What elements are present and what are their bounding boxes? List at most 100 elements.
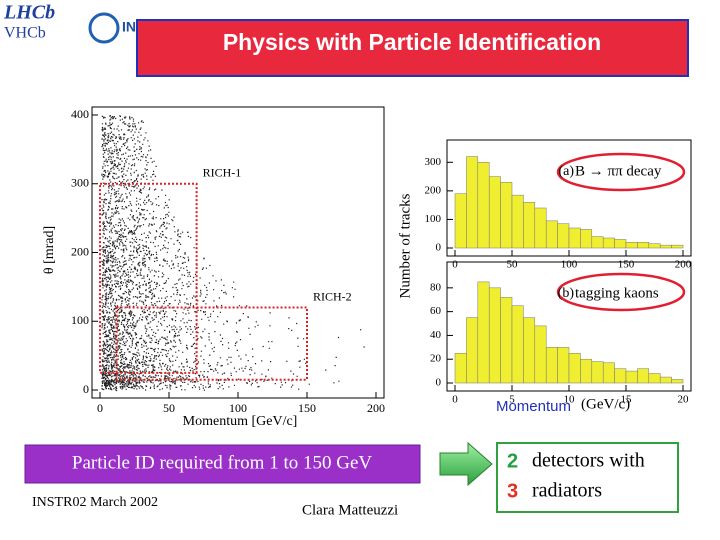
histogram-bar <box>591 361 604 384</box>
histogram-bar <box>477 281 490 384</box>
x-tick-label: 50 <box>163 401 175 415</box>
footer-left: INSTR02 March 2002 <box>32 495 158 510</box>
histogram-bar <box>466 317 479 384</box>
histogram-bar <box>568 227 581 249</box>
histogram-bar <box>523 317 536 384</box>
histogram-bar <box>454 193 467 249</box>
histogram-bar <box>671 244 684 249</box>
histogram-bar <box>534 325 547 384</box>
x-tick-label: 20 <box>678 394 690 406</box>
x-tick-label: 5 <box>509 394 515 406</box>
histogram-bar <box>602 362 615 384</box>
banner: Particle ID required from 1 to 150 GeV <box>72 452 372 473</box>
y-tick-label: 0 <box>436 242 442 254</box>
highlight-ellipse <box>556 272 686 312</box>
y-tick-label: 20 <box>430 353 442 365</box>
histogram-bar <box>625 242 638 249</box>
logo-lhcb-shadow: VHCb <box>4 25 46 42</box>
y-axis-label: Number of tracks <box>397 193 413 298</box>
histogram-bar <box>591 236 604 249</box>
histogram-bar <box>580 358 593 384</box>
chart-title: B → ππ decay <box>575 163 662 179</box>
histogram-bar <box>534 207 547 249</box>
y-tick-label: 100 <box>71 313 89 327</box>
y-tick-label: 200 <box>425 184 442 196</box>
histogram-bar <box>614 239 627 249</box>
x-tick-label: 10 <box>564 394 576 406</box>
histogram-bar <box>477 162 490 249</box>
x-tick-label: 200 <box>675 259 692 271</box>
x-axis-unit: (GeV/c) <box>581 396 630 412</box>
histogram-bar <box>625 370 638 384</box>
y-tick-label: 300 <box>71 176 89 190</box>
footer-center: Clara Matteuzzi <box>302 502 398 518</box>
banner-box <box>24 444 421 484</box>
histogram-bar <box>488 176 501 249</box>
y-tick-label: 300 <box>425 156 442 168</box>
histogram-bar <box>466 156 479 249</box>
histogram-bar <box>545 347 558 384</box>
histogram-bar <box>523 202 536 249</box>
callout-number: 3 <box>507 480 518 502</box>
chart-tag: (b) <box>558 286 575 301</box>
callout-number: 2 <box>507 450 518 472</box>
x-tick-label: 100 <box>561 259 578 271</box>
region-box <box>99 182 198 374</box>
histogram-bar <box>557 347 570 384</box>
histogram-bar <box>580 229 593 249</box>
x-tick-label: 0 <box>97 401 103 415</box>
callout-box <box>496 442 679 513</box>
histogram-bar <box>488 287 501 384</box>
title: Physics with Particle Identification <box>223 29 601 55</box>
region-label: RICH-1 <box>203 166 242 180</box>
logo-infn-mark <box>88 12 120 44</box>
chart-title: tagging kaons <box>575 285 659 301</box>
histogram-bar <box>568 353 581 384</box>
chart-tag: (a) <box>558 164 574 179</box>
histogram-bar <box>511 194 524 249</box>
histogram-bar <box>557 223 570 249</box>
x-tick-label: 100 <box>229 401 247 415</box>
y-axis-label: θ [mrad] <box>42 226 57 274</box>
x-tick-label: 0 <box>452 394 458 406</box>
x-axis-label: Momentum [GeV/c] <box>183 414 298 429</box>
arrow <box>439 441 493 487</box>
x-axis-label: Momentum <box>496 398 571 415</box>
histogram-bar <box>648 243 661 249</box>
callout-text: radiators <box>532 480 602 502</box>
x-tick-label: 50 <box>507 259 519 271</box>
y-tick-label: 400 <box>71 107 89 121</box>
histogram-bar <box>500 182 513 249</box>
region-label: RICH-2 <box>313 289 352 303</box>
histogram-bar <box>545 220 558 249</box>
histogram-bar <box>637 368 650 384</box>
region-box <box>115 306 308 381</box>
histogram-bar <box>659 376 672 384</box>
title-box <box>136 19 689 77</box>
x-tick-label: 0 <box>452 259 458 271</box>
y-tick-label: 40 <box>430 329 442 341</box>
highlight-ellipse <box>556 152 686 192</box>
histogram-bar <box>602 237 615 249</box>
x-tick-label: 200 <box>367 401 385 415</box>
x-tick-label: 150 <box>618 259 635 271</box>
histogram-bar <box>671 379 684 384</box>
callout-text: detectors with <box>532 450 645 472</box>
x-tick-label: 150 <box>298 401 316 415</box>
y-tick-label: 60 <box>430 305 442 317</box>
y-tick-label: 80 <box>430 281 442 293</box>
histogram-bar <box>637 242 650 249</box>
histogram-bar <box>511 305 524 384</box>
histogram-bar <box>500 297 513 384</box>
histogram-bar <box>648 373 661 384</box>
y-tick-label: 100 <box>425 213 442 225</box>
logo-lhcb: LHCb <box>3 2 55 24</box>
histogram-bar <box>454 353 467 384</box>
y-tick-label: 200 <box>71 244 89 258</box>
x-tick-label: 15 <box>621 394 633 406</box>
y-tick-label: 0 <box>83 382 89 396</box>
y-tick-label: 0 <box>436 377 442 389</box>
histogram-bar <box>659 244 672 249</box>
